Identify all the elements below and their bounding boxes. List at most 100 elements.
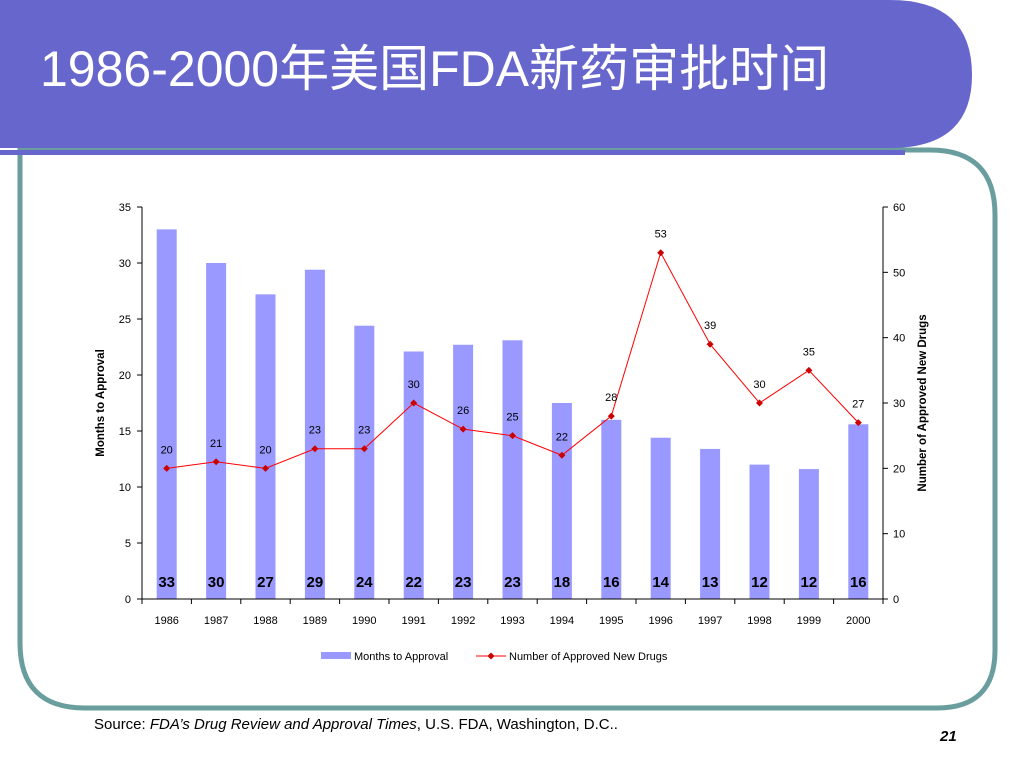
y-tick-label: 0 [125, 594, 131, 606]
bar-value-label: 16 [850, 574, 867, 591]
bar-value-label: 12 [751, 574, 768, 591]
bar [700, 448, 721, 599]
x-tick-label: 1989 [303, 615, 327, 627]
line-data-label: 22 [556, 431, 568, 443]
x-tick-label: 1995 [599, 615, 623, 627]
bar [502, 340, 523, 599]
line-data-label: 20 [161, 444, 173, 456]
y-tick-label: 35 [119, 202, 131, 214]
x-tick-label: 1987 [204, 615, 228, 627]
line-data-label: 23 [358, 425, 370, 437]
line-point [805, 366, 813, 374]
line-data-label: 35 [803, 346, 815, 358]
y2-tick-label: 60 [893, 202, 905, 214]
slide-title: 1986-2000年美国FDA新药审批时间 [40, 41, 830, 97]
line-point [163, 464, 171, 472]
line-data-label: 25 [506, 412, 518, 424]
x-tick-label: 2000 [846, 615, 870, 627]
x-tick-label: 1997 [698, 615, 722, 627]
y-tick-label: 25 [119, 314, 131, 326]
line-data-label: 23 [309, 425, 321, 437]
x-tick-label: 1993 [500, 615, 524, 627]
bar [551, 403, 572, 599]
line-data-label: 20 [259, 444, 271, 456]
source-prefix: Source: [94, 716, 150, 733]
legend-bar-swatch [321, 652, 351, 659]
x-tick-label: 1992 [451, 615, 475, 627]
line-point [558, 451, 566, 459]
bar-value-label: 16 [603, 574, 620, 591]
y-tick-label: 10 [119, 482, 131, 494]
line-point [854, 419, 862, 427]
bar-value-label: 14 [652, 574, 669, 591]
line-point [459, 425, 467, 433]
line-point [262, 464, 269, 472]
legend-line-marker [487, 652, 495, 660]
bar [255, 294, 276, 599]
bar [798, 469, 819, 599]
x-tick-label: 1998 [747, 615, 771, 627]
legend-bar-label: Months to Approval [354, 651, 448, 663]
bar-value-label: 12 [801, 574, 818, 591]
bar-value-label: 23 [504, 574, 521, 591]
bar [403, 351, 424, 599]
x-tick-label: 1988 [253, 615, 277, 627]
header-underline [0, 150, 905, 155]
bar [354, 325, 375, 599]
line-point [212, 458, 220, 466]
line-point [706, 340, 714, 348]
line-point [509, 432, 516, 440]
bar-value-label: 24 [356, 574, 373, 591]
bar [453, 344, 474, 599]
line-data-label: 30 [753, 379, 765, 391]
line-data-label: 21 [210, 438, 222, 450]
line-data-label: 28 [605, 392, 617, 404]
line-data-label: 39 [704, 320, 716, 332]
y-tick-label: 5 [125, 538, 131, 550]
line-point [657, 249, 665, 257]
bar-value-label: 23 [455, 574, 472, 591]
y-tick-label: 15 [119, 426, 131, 438]
y2-tick-label: 10 [893, 529, 905, 541]
line-data-label: 53 [655, 229, 667, 241]
header-band [0, 0, 972, 148]
bar-value-label: 13 [702, 574, 719, 591]
line-data-label: 27 [852, 399, 864, 411]
bar-value-label: 30 [208, 574, 225, 591]
bar-value-label: 33 [158, 574, 175, 591]
line-point [311, 445, 319, 453]
line-point [607, 412, 615, 420]
y2-tick-label: 20 [893, 463, 905, 475]
y2-tick-label: 0 [893, 594, 899, 606]
line-data-label: 30 [408, 379, 420, 391]
line-point [410, 399, 418, 407]
x-tick-label: 1990 [352, 615, 376, 627]
page-number: 21 [940, 728, 957, 745]
x-tick-label: 1994 [550, 615, 574, 627]
y-tick-label: 30 [119, 258, 131, 270]
y-tick-label: 20 [119, 370, 131, 382]
line-point [360, 445, 368, 453]
y-axis-title: Months to Approval [95, 349, 107, 457]
y2-tick-label: 40 [893, 333, 905, 345]
bar [156, 229, 177, 599]
source-title: FDA’s Drug Review and Approval Times [149, 716, 417, 733]
x-tick-label: 1991 [401, 615, 425, 627]
y2-axis-title: Number of Approved New Drugs [917, 314, 929, 491]
bar [749, 464, 770, 599]
bar-value-label: 27 [257, 574, 274, 591]
bar-value-label: 29 [307, 574, 324, 591]
line-data-label: 26 [457, 405, 469, 417]
bar-value-label: 18 [554, 574, 571, 591]
bar [848, 424, 869, 599]
bar [206, 263, 227, 599]
line-point [756, 399, 763, 407]
source-note: Source: FDA’s Drug Review and Approval T… [94, 716, 618, 733]
x-tick-label: 1986 [154, 615, 178, 627]
source-suffix: , U.S. FDA, Washington, D.C.. [416, 716, 618, 733]
y2-tick-label: 30 [893, 398, 905, 410]
bar [304, 269, 325, 599]
bar [601, 419, 622, 599]
bar [650, 437, 671, 599]
